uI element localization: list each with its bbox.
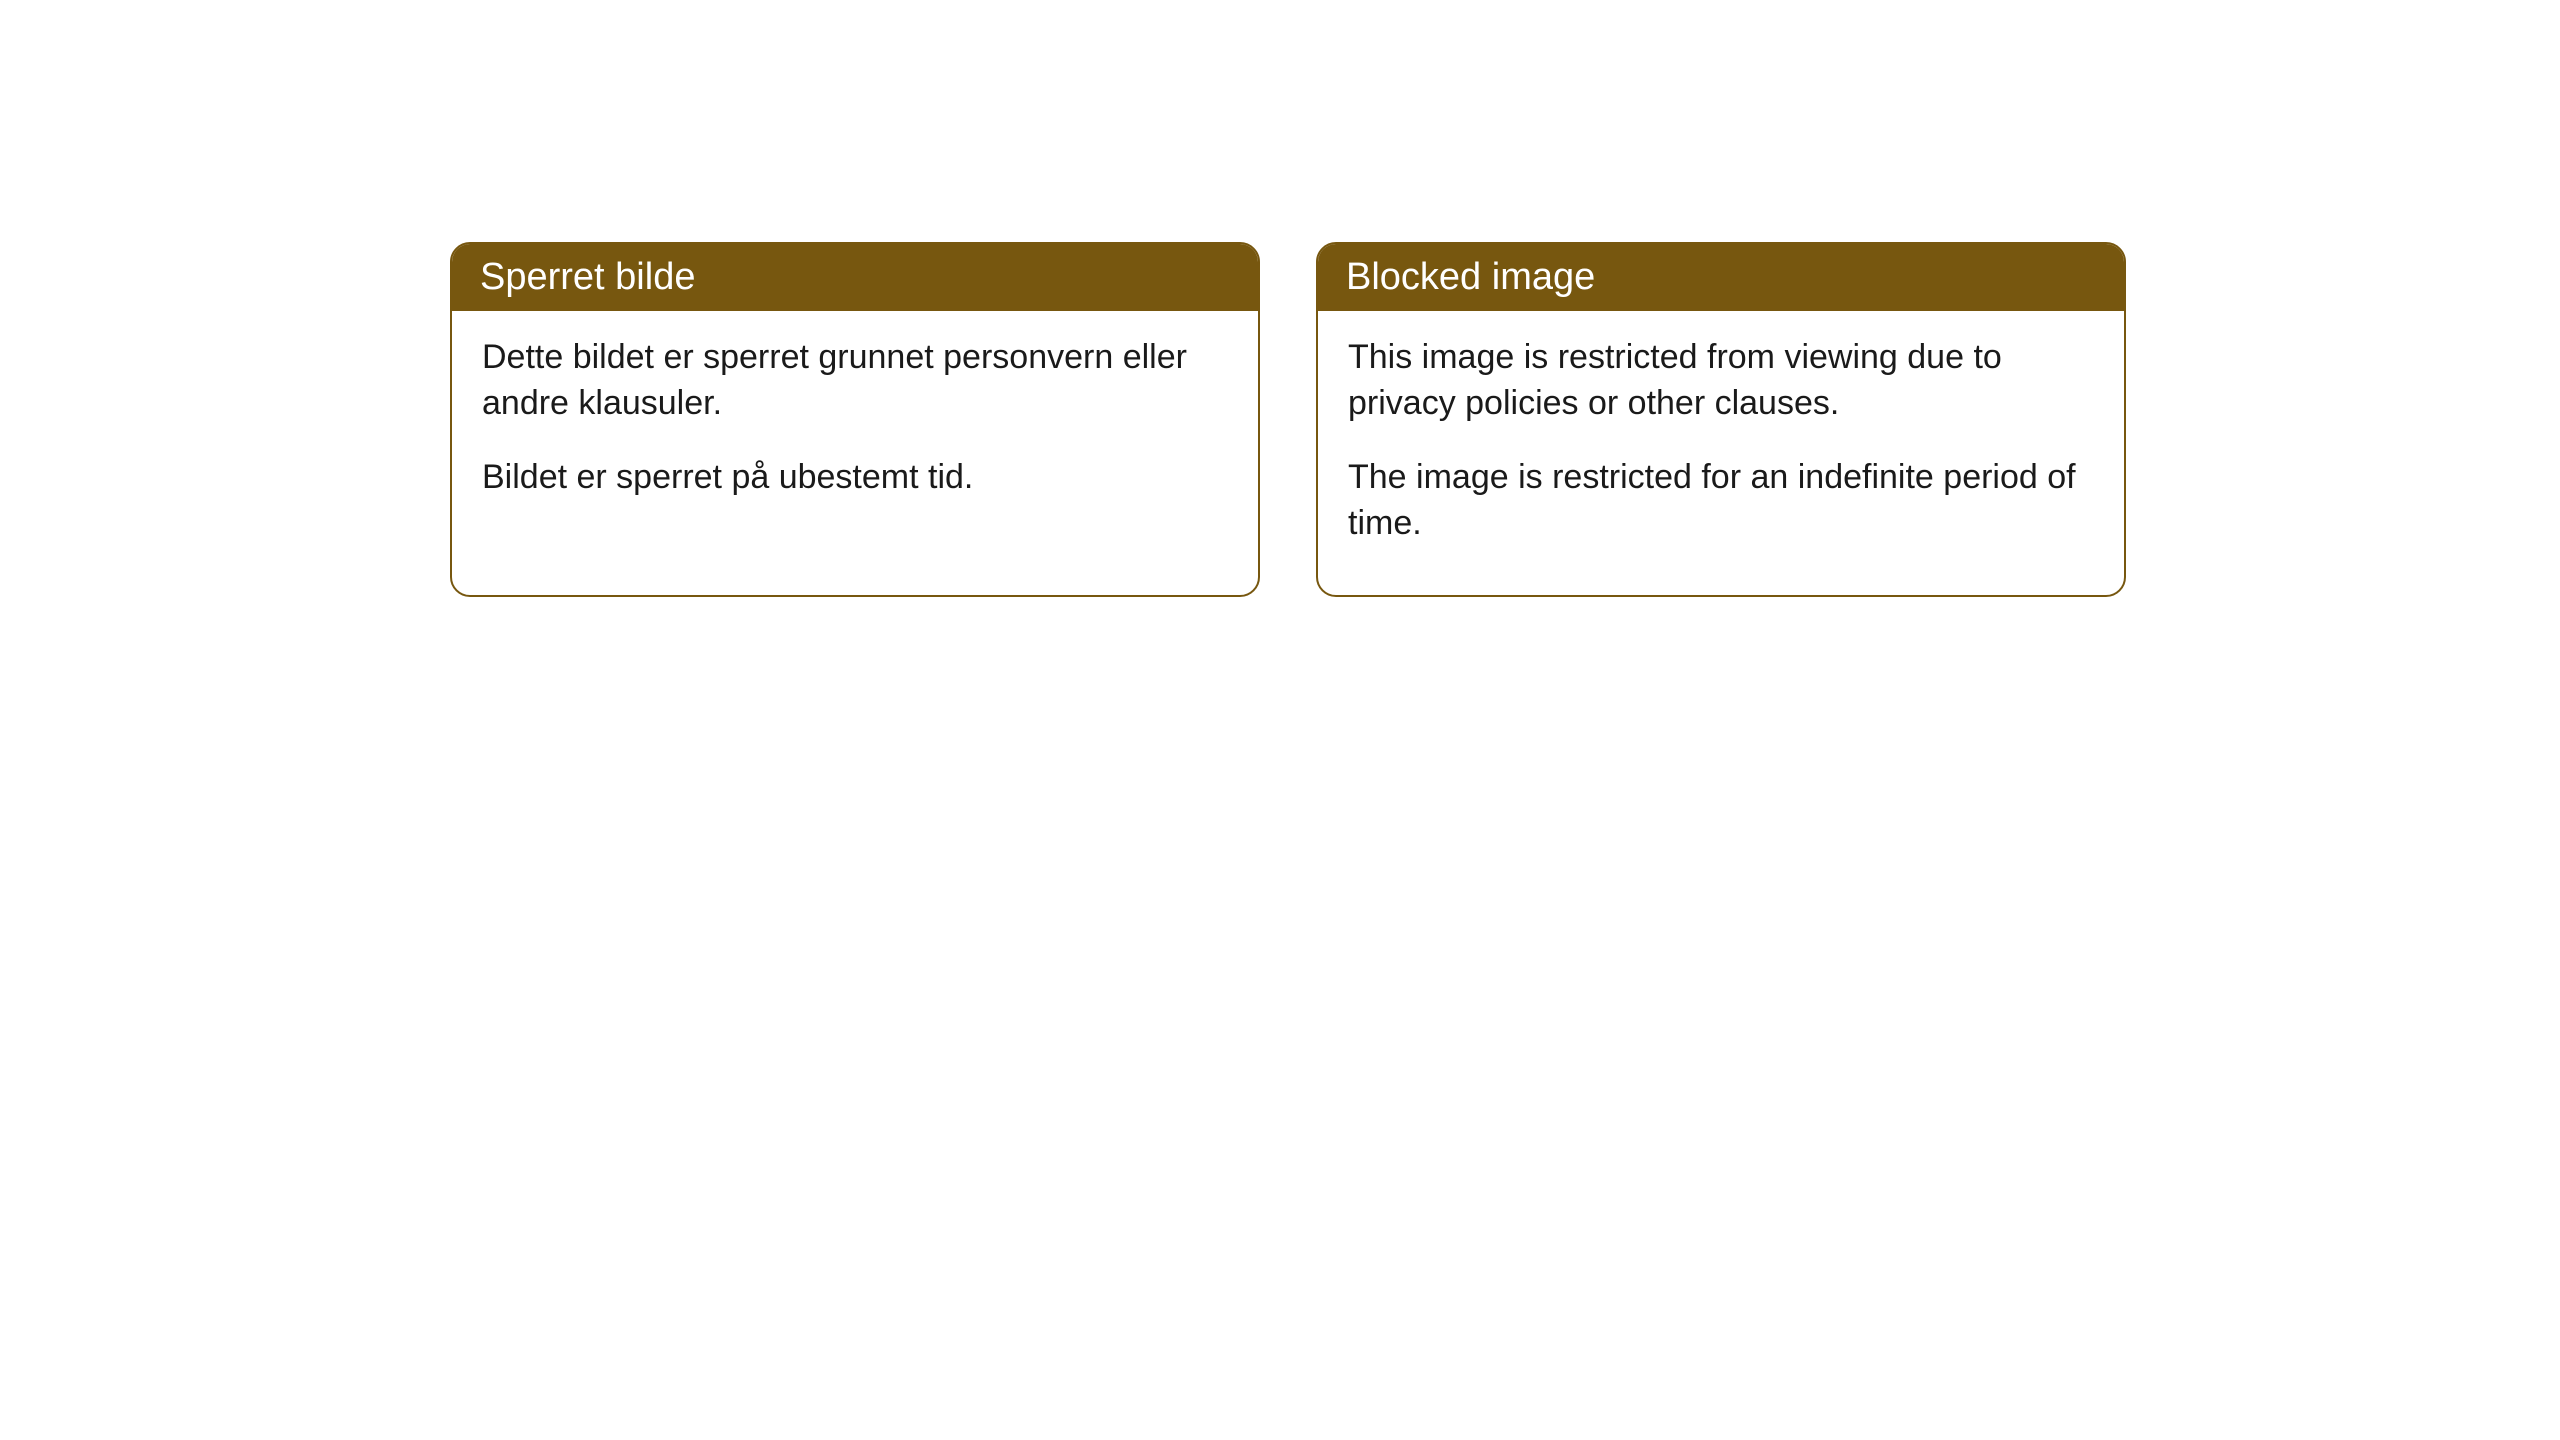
card-norwegian: Sperret bilde Dette bildet er sperret gr…: [450, 242, 1260, 597]
card-header-english: Blocked image: [1318, 244, 2124, 311]
card-text-norwegian-1: Dette bildet er sperret grunnet personve…: [482, 335, 1228, 427]
card-english: Blocked image This image is restricted f…: [1316, 242, 2126, 597]
cards-container: Sperret bilde Dette bildet er sperret gr…: [450, 242, 2126, 597]
card-text-english-2: The image is restricted for an indefinit…: [1348, 455, 2094, 547]
card-body-norwegian: Dette bildet er sperret grunnet personve…: [452, 311, 1258, 549]
card-body-english: This image is restricted from viewing du…: [1318, 311, 2124, 595]
card-text-norwegian-2: Bildet er sperret på ubestemt tid.: [482, 455, 1228, 501]
card-header-norwegian: Sperret bilde: [452, 244, 1258, 311]
card-text-english-1: This image is restricted from viewing du…: [1348, 335, 2094, 427]
